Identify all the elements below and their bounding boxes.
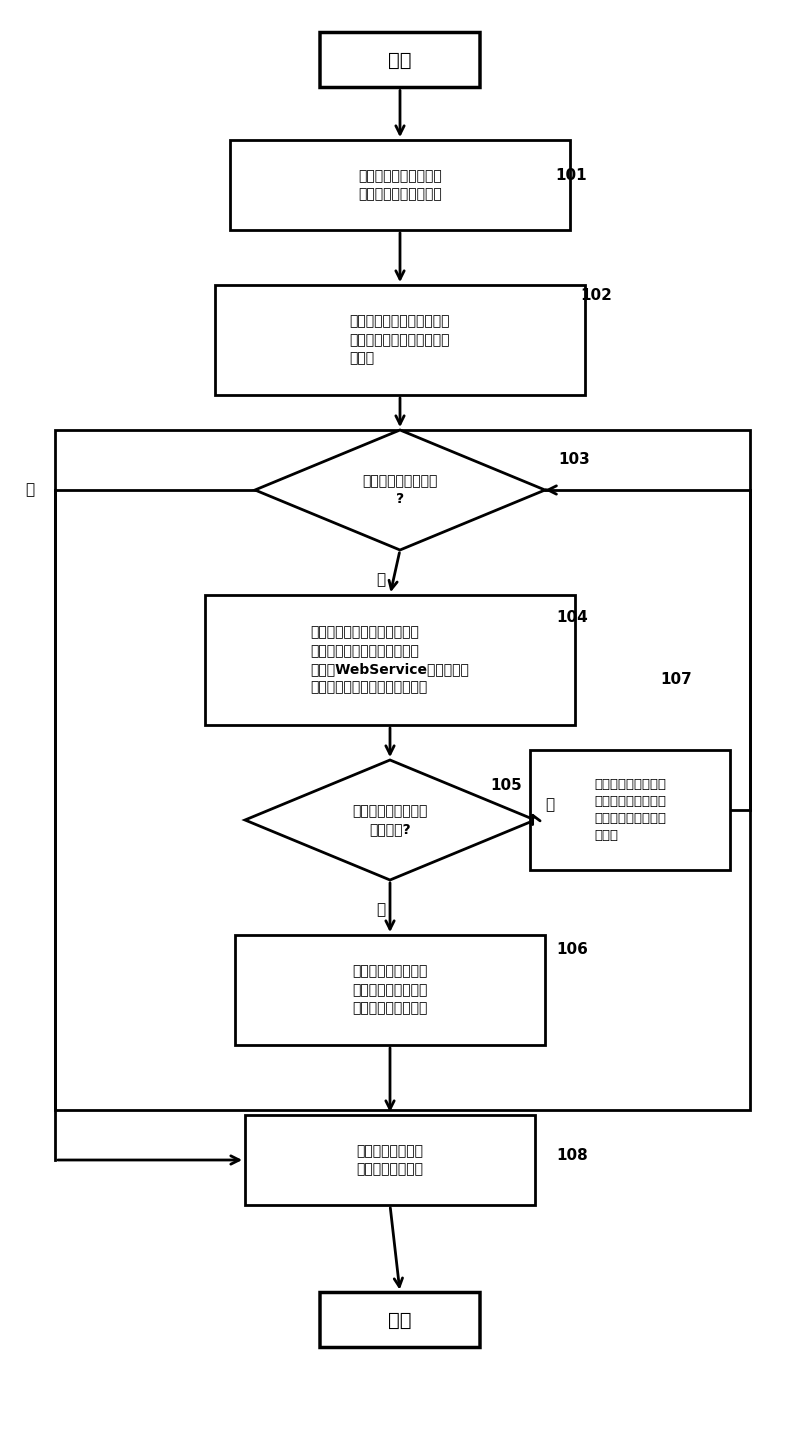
Text: 101: 101 xyxy=(555,168,586,182)
Text: 107: 107 xyxy=(660,673,692,687)
FancyBboxPatch shape xyxy=(320,33,480,87)
Text: 以地图和表格的形
式显示停车点记录: 以地图和表格的形 式显示停车点记录 xyxy=(357,1144,423,1176)
Bar xyxy=(215,285,585,394)
Text: 103: 103 xyxy=(558,453,590,467)
Text: 取出列表最前面的一条未处理
记录，根据记录信息中的经纬
度通过WebService向信息服务
器发送查询信息点名称的请求。: 取出列表最前面的一条未处理 记录，根据记录信息中的经纬 度通过WebServic… xyxy=(310,625,470,694)
Text: 获得符合条件的记录信息，
并把所有记录加放列表数据
结构中: 获得符合条件的记录信息， 并把所有记录加放列表数据 结构中 xyxy=(350,314,450,366)
Text: 是: 是 xyxy=(376,902,385,918)
Polygon shape xyxy=(255,430,545,551)
Bar xyxy=(530,750,730,870)
Text: 108: 108 xyxy=(556,1147,588,1163)
FancyBboxPatch shape xyxy=(320,1292,480,1348)
Text: 输入车牌号、起始时间
和终止时间进行查询。: 输入车牌号、起始时间 和终止时间进行查询。 xyxy=(358,169,442,201)
Text: 否: 否 xyxy=(545,797,554,813)
Bar xyxy=(235,935,545,1045)
Text: 是: 是 xyxy=(26,482,34,498)
Text: 设置当前处理记录信
息点名称，并置该记
录状态为处理过的。: 设置当前处理记录信 息点名称，并置该记 录状态为处理过的。 xyxy=(352,965,428,1015)
Text: 列表是否都遍历完成
?: 列表是否都遍历完成 ? xyxy=(362,473,438,506)
Bar xyxy=(230,141,570,229)
Text: 设置当前处理记录的
信息点名称为空，并
设置该记录状态为处
理过的: 设置当前处理记录的 信息点名称为空，并 设置该记录状态为处 理过的 xyxy=(594,779,666,842)
Text: 105: 105 xyxy=(490,777,522,793)
Polygon shape xyxy=(245,760,535,880)
Text: 开始: 开始 xyxy=(388,50,412,69)
Bar xyxy=(55,430,750,1110)
Text: 102: 102 xyxy=(580,287,612,303)
Text: 结束: 结束 xyxy=(388,1311,412,1329)
Text: 否: 否 xyxy=(376,572,385,588)
Text: 104: 104 xyxy=(556,611,588,625)
Bar xyxy=(245,1116,535,1205)
Bar xyxy=(205,595,575,726)
Text: 信息查询服务器是否
成功应答?: 信息查询服务器是否 成功应答? xyxy=(352,804,428,836)
Text: 106: 106 xyxy=(556,942,588,958)
